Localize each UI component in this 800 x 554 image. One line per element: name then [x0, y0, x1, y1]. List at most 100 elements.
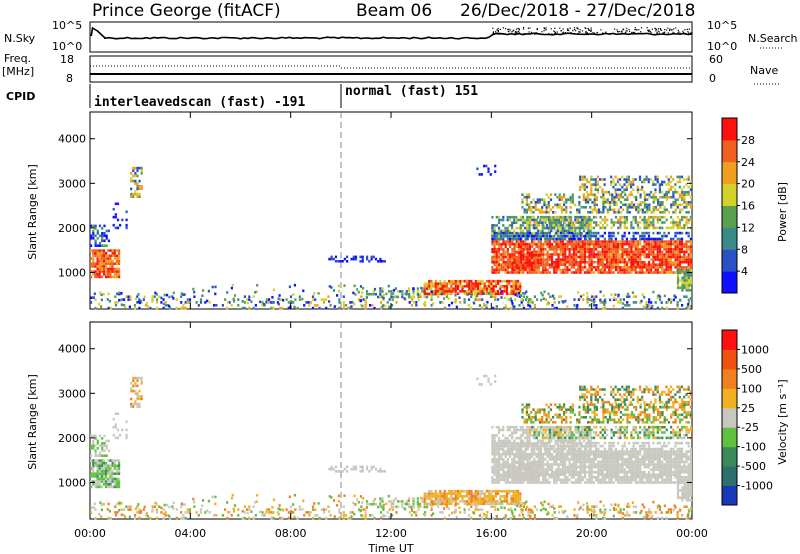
- power-cell: [645, 253, 648, 256]
- power-cell: [459, 279, 462, 283]
- power-cell: [623, 183, 626, 186]
- power-cell: [665, 226, 668, 230]
- power-cell: [493, 248, 496, 251]
- power-cell: [497, 290, 500, 293]
- power-cell: [504, 260, 507, 264]
- power-cell: [107, 306, 110, 310]
- velocity-cell: [465, 500, 469, 503]
- power-cell: [622, 203, 625, 207]
- power-cell: [645, 175, 648, 179]
- power-cell: [639, 248, 642, 251]
- velocity-cell: [443, 492, 446, 495]
- power-cell: [676, 242, 679, 246]
- power-cell: [658, 188, 661, 191]
- power-cell: [559, 237, 562, 241]
- power-cell: [686, 304, 689, 307]
- power-cell: [548, 240, 551, 243]
- power-cell: [138, 179, 141, 183]
- power-cell: [100, 262, 103, 265]
- velocity-cell: [650, 516, 653, 520]
- power-cell: [537, 254, 540, 257]
- power-cell: [195, 301, 198, 304]
- power-cell: [650, 263, 653, 266]
- power-cell: [610, 250, 613, 254]
- power-cell: [337, 289, 341, 293]
- power-cell: [622, 195, 625, 199]
- power-cell: [561, 263, 565, 266]
- power-cell: [619, 298, 622, 301]
- velocity-cell: [535, 481, 538, 484]
- power-cell: [487, 170, 490, 173]
- velocity-cell: [509, 452, 512, 456]
- velocity-cell: [390, 500, 393, 503]
- velocity-cell: [526, 452, 529, 456]
- nsearch-point: [500, 33, 502, 35]
- velocity-cell: [474, 502, 477, 506]
- power-cell: [493, 253, 496, 256]
- velocity-cell: [92, 442, 95, 445]
- velocity-cell: [372, 500, 375, 503]
- power-cell: [537, 266, 540, 270]
- power-cell: [612, 180, 615, 184]
- power-cell: [565, 229, 568, 233]
- power-cell: [546, 271, 549, 274]
- power-cell: [539, 254, 542, 257]
- velocity-cell: [423, 502, 426, 506]
- velocity-cell: [544, 481, 547, 484]
- power-cell: [459, 290, 462, 293]
- velocity-cell: [115, 483, 118, 486]
- velocity-cell: [564, 470, 567, 474]
- velocity-cell: [445, 497, 448, 501]
- power-cell: [585, 237, 588, 241]
- power-cell: [619, 266, 622, 269]
- power-cell: [652, 260, 655, 264]
- power-cell: [346, 255, 349, 259]
- power-cell: [563, 203, 566, 207]
- power-cell: [103, 239, 106, 243]
- velocity-cell: [509, 455, 512, 458]
- power-cell: [604, 306, 607, 310]
- velocity-cell: [623, 514, 627, 517]
- power-cell: [672, 250, 675, 254]
- power-cell: [628, 248, 631, 251]
- power-cell: [180, 306, 183, 310]
- velocity-cell: [320, 508, 323, 511]
- velocity-cell: [575, 450, 578, 453]
- nsearch-point: [688, 28, 690, 30]
- power-cell: [491, 248, 494, 251]
- power-cell: [647, 242, 651, 246]
- power-cell: [654, 195, 657, 199]
- power-cell: [555, 240, 558, 243]
- power-cell: [513, 263, 516, 266]
- power-cell: [659, 201, 662, 204]
- power-cell: [612, 231, 615, 235]
- velocity-cell: [575, 478, 578, 482]
- power-cell: [543, 201, 546, 204]
- power-cell: [687, 276, 690, 280]
- power-cell: [665, 218, 668, 222]
- power-cell: [589, 211, 592, 214]
- power-cell: [474, 282, 477, 285]
- power-cell: [522, 245, 525, 248]
- power-cell: [628, 245, 631, 248]
- power-cell: [553, 266, 556, 269]
- power-cell: [105, 229, 108, 233]
- nsearch-point: [548, 32, 550, 35]
- power-cell: [521, 201, 524, 204]
- velocity-cell: [109, 483, 112, 486]
- power-cell: [441, 290, 444, 293]
- power-cell: [301, 297, 304, 301]
- power-cell: [566, 231, 569, 235]
- power-cell: [683, 206, 686, 209]
- power-cell: [390, 290, 393, 293]
- power-cell: [491, 258, 494, 261]
- velocity-cell: [685, 505, 688, 508]
- velocity-cell: [485, 489, 489, 493]
- velocity-cell: [561, 450, 565, 453]
- power-cell: [554, 229, 557, 233]
- power-cell: [564, 266, 567, 269]
- velocity-cell: [512, 492, 515, 495]
- power-cell: [527, 301, 530, 304]
- velocity-cell: [92, 469, 95, 473]
